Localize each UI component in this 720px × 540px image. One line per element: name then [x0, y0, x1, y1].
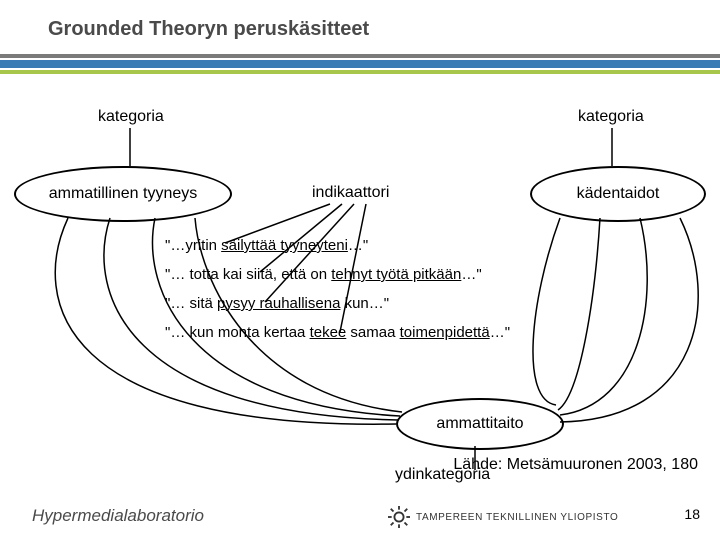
- label-kategoria-right: kategoria: [578, 108, 644, 126]
- source-text: Lähde: Metsämuuronen 2003, 180: [453, 456, 698, 474]
- label-indikaattori: indikaattori: [312, 184, 389, 202]
- quotes-block: "…yritin säilyttää tyyneyteni…" "… totta…: [165, 238, 510, 354]
- footer-left: Hypermedialaboratorio: [32, 506, 204, 526]
- slide-title: Grounded Theoryn peruskäsitteet: [48, 18, 369, 41]
- quote-1: "…yritin säilyttää tyyneyteni…": [165, 238, 510, 253]
- university-name: TAMPEREEN TEKNILLINEN YLIOPISTO: [416, 512, 618, 523]
- node-kadentaidot: kädentaidot: [530, 166, 706, 222]
- node-core-text: ammattitaito: [436, 415, 523, 433]
- quote-2: "… totta kai siitä, että on tehnyt työtä…: [165, 267, 510, 282]
- node-ammatillinen-tyyneys: ammatillinen tyyneys: [14, 166, 232, 222]
- gear-icon: [388, 506, 410, 528]
- rule-grey: [0, 54, 720, 58]
- node-right-text: kädentaidot: [577, 185, 660, 203]
- node-left-text: ammatillinen tyyneys: [49, 185, 198, 203]
- quote-4: "… kun monta kertaa tekee samaa toimenpi…: [165, 325, 510, 340]
- rule-green: [0, 70, 720, 74]
- label-kategoria-left: kategoria: [98, 108, 164, 126]
- university-logo: TAMPEREEN TEKNILLINEN YLIOPISTO: [388, 506, 618, 528]
- page-number: 18: [684, 506, 700, 522]
- quote-3: "… sitä pysyy rauhallisena kun…": [165, 296, 510, 311]
- slide-root: Grounded Theoryn peruskäsitteet kategori…: [0, 0, 720, 540]
- node-ammattitaito: ammattitaito: [396, 398, 564, 450]
- rule-blue: [0, 60, 720, 68]
